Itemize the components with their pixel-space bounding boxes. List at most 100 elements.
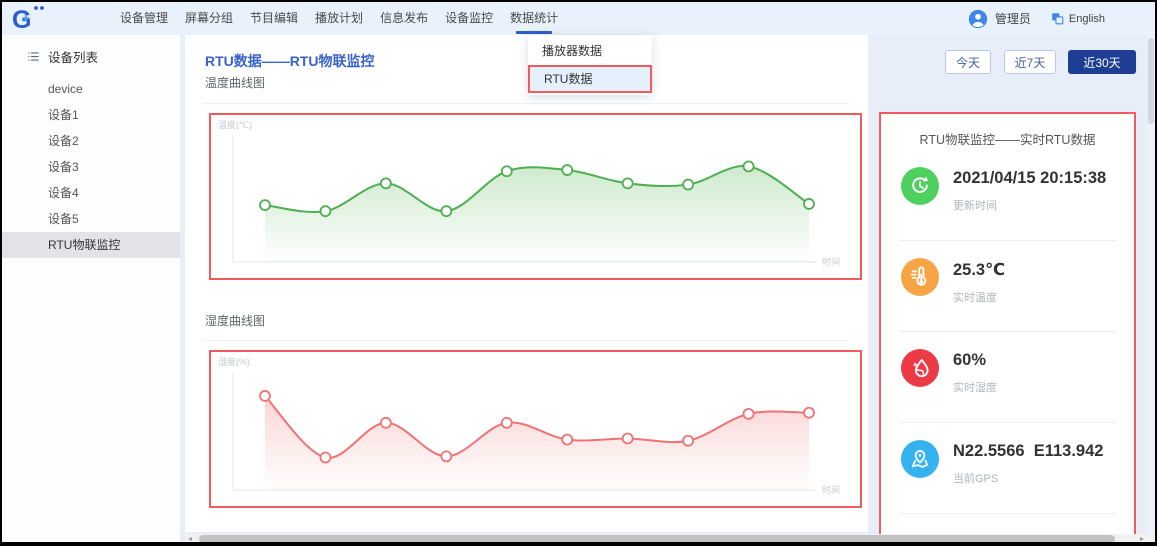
svg-text:时间: 时间 bbox=[822, 484, 840, 495]
data-point-marker bbox=[561, 433, 574, 446]
map-pin-icon bbox=[901, 440, 939, 478]
realtime-item-label: 实时温度 bbox=[953, 292, 997, 304]
scroll-left-arrow-icon[interactable] bbox=[185, 534, 195, 542]
nav-menu: 设备管理 屏幕分组 节目编辑 播放计划 信息发布 设备监控 数据统计 bbox=[118, 2, 560, 35]
realtime-item-label: 实时湿度 bbox=[953, 382, 997, 394]
scroll-right-arrow-icon[interactable] bbox=[1137, 534, 1147, 542]
translate-icon bbox=[1052, 13, 1064, 25]
realtime-item-value: 25.3℃ bbox=[953, 261, 1006, 279]
sidebar-item-1[interactable]: 设备1 bbox=[48, 108, 79, 122]
data-point-marker bbox=[561, 164, 574, 176]
realtime-item-text: 25.3℃ 实时温度 bbox=[953, 258, 1005, 305]
language-switch[interactable]: English bbox=[1050, 11, 1105, 26]
divider bbox=[203, 340, 850, 341]
line-chart-svg-1: 湿度(%) 时间 bbox=[218, 356, 840, 495]
data-point-marker bbox=[379, 177, 392, 190]
data-point-marker bbox=[500, 416, 513, 429]
data-point-marker bbox=[742, 160, 755, 173]
nav-item-2[interactable]: 节目编辑 bbox=[250, 11, 299, 25]
nav-item-1[interactable]: 屏幕分组 bbox=[185, 11, 234, 25]
nav-item-4[interactable]: 信息发布 bbox=[380, 11, 429, 25]
sidebar-header-device-list[interactable]: 设备列表 bbox=[2, 35, 180, 76]
sidebar-item-0[interactable]: device bbox=[48, 82, 83, 96]
realtime-item-3: N22.5566 E113.942 当前GPS bbox=[899, 423, 1116, 514]
data-point-marker bbox=[742, 407, 755, 420]
realtime-items: 2021/04/15 20:15:38 更新时间 25.3℃ 实时温度 60% 实时湿度 N… bbox=[899, 150, 1116, 514]
humidity-chart: 湿度(%) 时间 bbox=[209, 350, 862, 508]
realtime-panel-title: RTU物联监控——实时RTU数据 bbox=[919, 133, 1096, 147]
svg-text:湿度(%): 湿度(%) bbox=[218, 356, 250, 367]
refresh-clock-icon bbox=[901, 167, 939, 205]
data-point-marker bbox=[440, 450, 453, 463]
nav-item-6[interactable]: 数据统计 bbox=[508, 2, 560, 35]
data-point-marker bbox=[803, 406, 815, 419]
data-point-marker bbox=[621, 177, 634, 190]
realtime-item-value: 2021/04/15 20:15:38 bbox=[953, 169, 1107, 187]
user-name[interactable]: 管理员 bbox=[994, 12, 1031, 26]
realtime-item-2: 60% 实时湿度 bbox=[899, 332, 1116, 423]
dropdown-item-player-data[interactable]: 播放器数据 bbox=[542, 44, 603, 58]
droplet-icon bbox=[901, 349, 939, 387]
device-sidebar: 设备列表 device 设备1 设备2 设备3 设备4 设备5 RTU物联监控 bbox=[2, 35, 180, 542]
data-point-marker bbox=[803, 198, 815, 210]
horizontal-scroll-track[interactable] bbox=[195, 534, 1137, 542]
vertical-scrollbar[interactable] bbox=[1147, 35, 1155, 542]
svg-text:温度(℃): 温度(℃) bbox=[218, 119, 252, 130]
avatar[interactable] bbox=[968, 9, 988, 29]
sidebar-item-6[interactable]: RTU物联监控 bbox=[2, 232, 180, 258]
active-nav-underline bbox=[516, 31, 553, 34]
temperature-chart: 温度(℃) 时间 bbox=[209, 113, 862, 280]
realtime-item-label: 更新时间 bbox=[953, 200, 997, 212]
nav-item-0[interactable]: 设备管理 bbox=[120, 11, 169, 25]
data-point-marker bbox=[682, 434, 695, 447]
line-chart-svg-0: 温度(℃) 时间 bbox=[218, 119, 840, 267]
main-panel: RTU数据——RTU物联监控 温度曲线图 温度(℃) 时间 湿度曲线图 湿度(%)… bbox=[185, 35, 868, 532]
temperature-chart-label: 温度曲线图 bbox=[205, 76, 266, 90]
data-point-marker bbox=[500, 165, 513, 178]
nav-right-cluster: 管理员 English bbox=[968, 2, 1105, 35]
data-point-marker bbox=[259, 199, 271, 212]
language-label: English bbox=[1068, 12, 1105, 25]
sidebar-item-5[interactable]: 设备5 bbox=[48, 212, 79, 226]
page-title: RTU数据——RTU物联监控 bbox=[205, 53, 375, 69]
humidity-chart-label: 湿度曲线图 bbox=[205, 314, 266, 328]
realtime-item-0: 2021/04/15 20:15:38 更新时间 bbox=[899, 150, 1116, 241]
dropdown-item-rtu-data[interactable]: RTU数据 bbox=[528, 65, 652, 93]
data-point-marker bbox=[682, 178, 695, 191]
horizontal-scrollbar[interactable] bbox=[185, 534, 1147, 542]
range-button-30days[interactable]: 近30天 bbox=[1068, 50, 1136, 74]
sidebar-device-list: device 设备1 设备2 设备3 设备4 设备5 RTU物联监控 bbox=[2, 76, 180, 258]
horizontal-scroll-thumb[interactable] bbox=[199, 535, 1115, 542]
svg-text:时间: 时间 bbox=[822, 256, 840, 267]
data-point-marker bbox=[319, 451, 332, 464]
data-point-marker bbox=[259, 390, 271, 402]
realtime-item-text: N22.5566 E113.942 当前GPS bbox=[953, 440, 1103, 486]
range-button-7days[interactable]: 近7天 bbox=[1004, 50, 1056, 74]
svg-text:G: G bbox=[12, 6, 31, 34]
realtime-item-text: 60% 实时湿度 bbox=[953, 349, 997, 395]
data-point-marker bbox=[379, 416, 392, 429]
range-button-today[interactable]: 今天 bbox=[945, 50, 991, 74]
realtime-item-value: 60% bbox=[953, 351, 987, 369]
data-point-marker bbox=[440, 205, 453, 218]
realtime-item-1: 25.3℃ 实时温度 bbox=[899, 241, 1116, 332]
data-point-marker bbox=[621, 432, 634, 445]
app-logo-icon[interactable]: G bbox=[10, 3, 52, 34]
realtime-item-value: N22.5566 E113.942 bbox=[953, 442, 1104, 460]
realtime-item-label: 当前GPS bbox=[953, 473, 999, 485]
statistics-dropdown: 播放器数据 RTU数据 bbox=[528, 35, 652, 95]
realtime-rtu-panel: RTU物联监控——实时RTU数据 2021/04/15 20:15:38 更新时间… bbox=[879, 112, 1136, 540]
sidebar-item-4[interactable]: 设备4 bbox=[48, 186, 79, 200]
sidebar-item-3[interactable]: 设备3 bbox=[48, 160, 79, 174]
realtime-item-text: 2021/04/15 20:15:38 更新时间 bbox=[953, 167, 1106, 213]
divider bbox=[203, 103, 850, 104]
nav-item-5[interactable]: 设备监控 bbox=[445, 11, 494, 25]
sidebar-header-label: 设备列表 bbox=[48, 51, 99, 65]
sidebar-item-2[interactable]: 设备2 bbox=[48, 134, 79, 148]
list-icon bbox=[28, 52, 39, 61]
top-navbar: G 设备管理 屏幕分组 节目编辑 播放计划 信息发布 设备监控 数据统计 管理员 bbox=[2, 2, 1155, 35]
nav-item-3[interactable]: 播放计划 bbox=[315, 11, 364, 25]
vertical-scroll-thumb[interactable] bbox=[1148, 38, 1154, 124]
thermometer-icon bbox=[901, 258, 939, 296]
